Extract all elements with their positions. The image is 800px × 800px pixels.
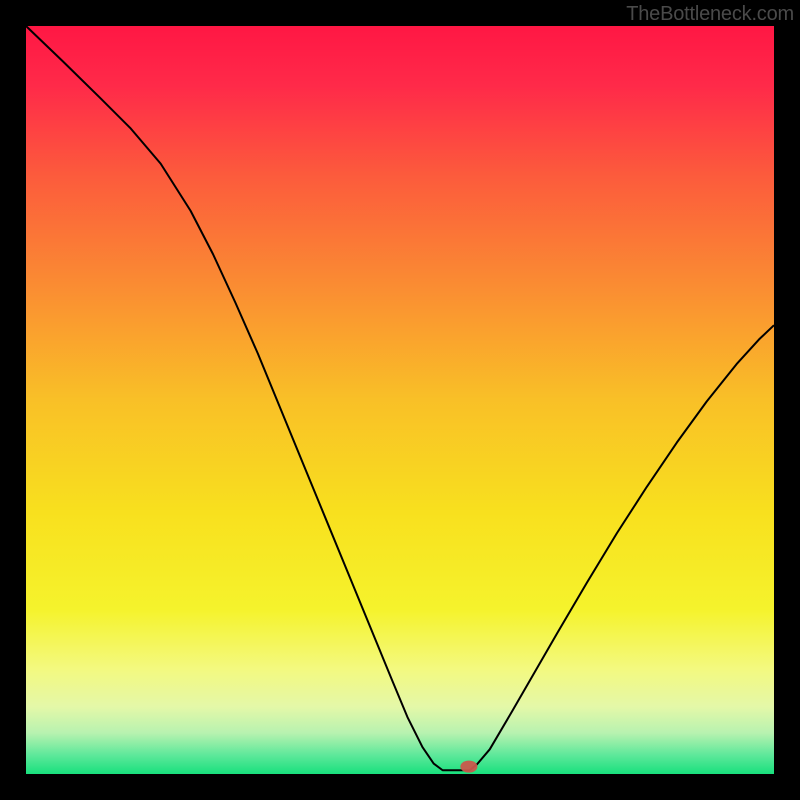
- optimal-point-marker: [460, 760, 477, 773]
- plot-area: [26, 26, 774, 774]
- watermark-text: TheBottleneck.com: [626, 3, 794, 26]
- bottleneck-curve: [26, 26, 774, 774]
- chart-container: TheBottleneck.com: [0, 0, 800, 800]
